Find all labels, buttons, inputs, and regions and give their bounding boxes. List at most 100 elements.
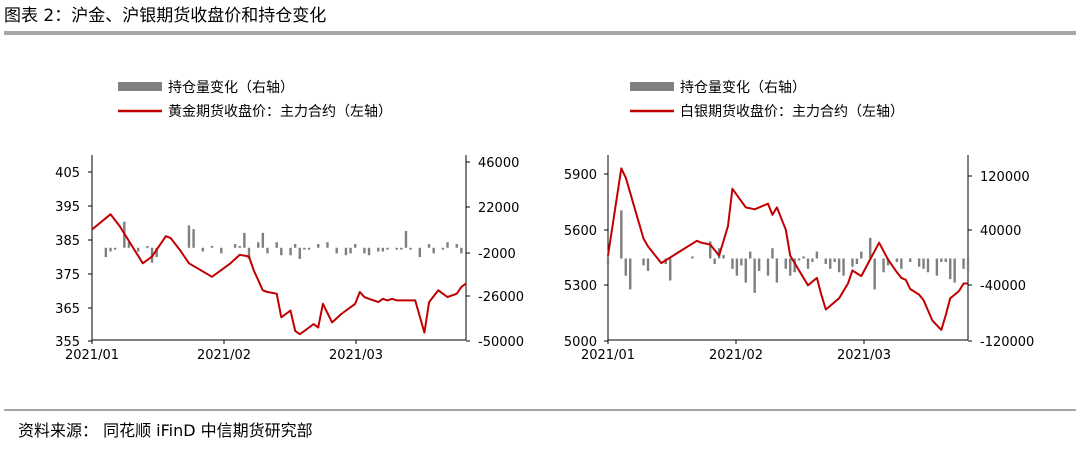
holdings-change-bar — [873, 258, 876, 290]
holdings-change-bar — [944, 258, 947, 262]
holdings-change-bar — [789, 258, 792, 276]
holdings-change-bar — [247, 247, 251, 259]
x-tick-label: 2021/01 — [65, 348, 119, 363]
right-tick-label: 46000 — [478, 156, 519, 171]
holdings-change-bar — [409, 247, 412, 250]
holdings-change-bar — [713, 258, 716, 264]
holdings-change-bar — [289, 247, 292, 256]
holdings-change-bar — [940, 258, 943, 262]
holdings-change-bar — [620, 210, 623, 259]
holdings-change-bar — [606, 258, 610, 264]
legend-bar-swatch — [118, 82, 162, 91]
holdings-change-bar — [886, 258, 890, 266]
holdings-change-bar — [766, 258, 770, 276]
holdings-change-bar — [793, 258, 796, 273]
left-tick-label: 5900 — [564, 168, 597, 183]
holdings-change-bar — [749, 251, 752, 259]
holdings-change-bar — [735, 258, 739, 276]
holdings-change-bar — [895, 258, 899, 262]
holdings-change-bar — [446, 242, 449, 248]
holdings-change-bar — [455, 244, 458, 248]
right-tick-label: -40000 — [980, 279, 1026, 294]
holdings-change-bar — [624, 258, 627, 276]
right-tick-label: -120000 — [980, 335, 1034, 350]
holdings-change-bar — [427, 244, 431, 248]
holdings-change-bar — [367, 247, 371, 256]
holdings-change-bar — [802, 256, 805, 259]
legend-label-holdings: 持仓量变化（右轴） — [168, 80, 294, 96]
holdings-change-bar — [377, 247, 380, 252]
holdings-change-bar — [824, 258, 827, 264]
left-tick-label: 385 — [55, 234, 80, 249]
holdings-change-bar — [404, 230, 408, 248]
holdings-change-bar — [187, 225, 191, 248]
legend-label-holdings: 持仓量变化（右轴） — [680, 80, 806, 96]
holdings-change-bar — [261, 232, 265, 248]
holdings-change-bar — [966, 258, 970, 271]
holdings-change-bar — [192, 229, 195, 248]
holdings-change-bar — [900, 258, 903, 269]
holdings-change-bar — [381, 247, 385, 252]
holdings-change-bar — [962, 258, 965, 269]
left-tick-label: 5000 — [564, 335, 597, 350]
holdings-change-bar — [740, 258, 743, 266]
holdings-change-bar — [837, 258, 841, 273]
holdings-change-bar — [753, 258, 756, 293]
right-tick-label: -26000 — [478, 290, 524, 305]
x-tick-label: 2021/03 — [329, 348, 383, 363]
holdings-change-bar — [460, 247, 463, 254]
holdings-change-bar — [829, 258, 832, 269]
holdings-change-bar — [709, 241, 712, 259]
holdings-change-bar — [691, 256, 694, 259]
holdings-change-bar — [109, 247, 112, 252]
holdings-change-bar — [842, 258, 845, 276]
holdings-change-bar — [395, 247, 398, 250]
holdings-change-bar — [797, 258, 801, 261]
x-tick-label: 2021/02 — [709, 348, 763, 363]
holdings-change-bar — [257, 242, 260, 248]
holdings-change-bar — [136, 247, 140, 252]
holdings-change-bar — [386, 247, 389, 250]
holdings-change-bar — [949, 258, 952, 280]
left-tick-label: 5300 — [564, 279, 597, 294]
holdings-change-bar — [869, 237, 872, 259]
x-tick-label: 2021/03 — [837, 348, 891, 363]
holdings-change-bar — [441, 247, 445, 250]
right-tick-label: 120000 — [980, 170, 1030, 185]
holdings-change-bar — [806, 258, 810, 269]
right-tick-label: 22000 — [478, 201, 519, 216]
close-price-line — [91, 213, 467, 336]
holdings-change-bar — [917, 258, 921, 267]
holdings-change-bar — [344, 247, 348, 256]
holdings-change-bar — [201, 247, 205, 252]
holdings-change-bar — [155, 247, 158, 258]
legend-bar-swatch — [630, 82, 674, 91]
holdings-change-bar — [851, 258, 854, 267]
x-tick-label: 2021/01 — [581, 348, 635, 363]
holdings-change-bar — [127, 242, 131, 248]
holdings-change-bar — [326, 242, 329, 248]
holdings-change-bar — [238, 245, 241, 248]
bottom-rule — [4, 409, 1076, 411]
holdings-change-bar — [400, 247, 403, 250]
holdings-change-bar — [629, 258, 632, 290]
left-tick-label: 365 — [55, 302, 80, 317]
right-tick-label: -2000 — [478, 247, 516, 262]
holdings-change-bar — [113, 247, 117, 250]
holdings-change-bar — [926, 258, 930, 273]
holdings-change-bar — [275, 242, 278, 248]
right-tick-label: 40000 — [980, 224, 1021, 239]
holdings-change-bar — [210, 245, 214, 248]
holdings-change-bar — [811, 258, 814, 262]
legend-label-price: 白银期货收盘价：主力合约（左轴） — [680, 103, 904, 120]
gold-chart: 持仓量变化（右轴） 黄金期货收盘价：主力合约（左轴） 405 395 385 375 365… — [55, 80, 524, 363]
holdings-change-bar — [353, 244, 357, 248]
holdings-change-bar — [303, 247, 306, 250]
holdings-change-bar — [220, 247, 223, 254]
holdings-change-bar — [335, 247, 338, 254]
left-tick-label: 395 — [55, 200, 80, 215]
holdings-change-bar — [646, 258, 650, 271]
x-tick-label: 2021/02 — [197, 348, 251, 363]
holdings-change-bar — [757, 258, 761, 271]
holdings-change-bar — [243, 232, 246, 248]
